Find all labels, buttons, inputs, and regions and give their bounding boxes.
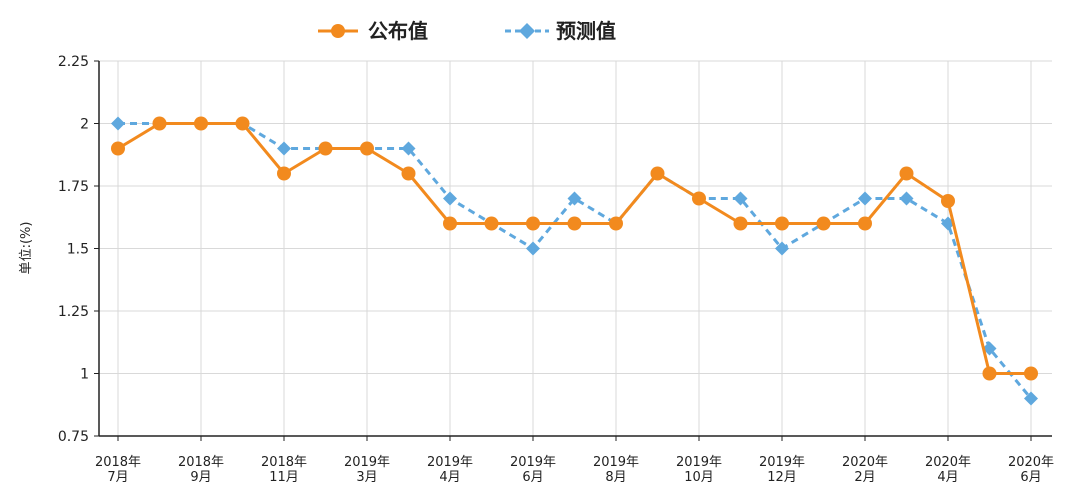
x-tick-label: 2019年 6月: [510, 455, 556, 485]
data-point-published: [277, 166, 291, 181]
data-point-published: [858, 216, 872, 231]
data-point-forecast: [775, 241, 789, 256]
data-point-published: [443, 216, 457, 231]
data-point-forecast: [733, 191, 748, 206]
data-point-published: [816, 216, 831, 231]
y-tick-label: 2.25: [58, 54, 89, 70]
legend-diamond-icon: [519, 23, 535, 39]
axes: [94, 60, 1052, 441]
data-point-forecast: [1024, 391, 1038, 406]
x-tick-label: 2019年 3月: [344, 455, 390, 485]
y-tick-label: 1: [80, 367, 89, 383]
legend: 公布值 预测值: [318, 19, 616, 43]
series: [111, 116, 1038, 406]
data-point-published: [733, 216, 748, 231]
data-point-published: [526, 216, 540, 231]
x-tick-label: 2018年 9月: [178, 455, 224, 485]
data-point-published: [111, 141, 125, 156]
data-point-published: [401, 166, 416, 181]
y-tick-labels: 0.75 1 1.25 1.5 1.75 2 2.25: [58, 54, 89, 445]
x-tick-labels: 2018年 7月 2018年 9月 2018年 11月 2019年 3月 2019年 4月 2019…: [95, 455, 1054, 485]
x-tick-label: 2019年 8月: [593, 455, 639, 485]
legend-circle-icon: [331, 24, 345, 38]
grid: [99, 60, 1052, 436]
legend-label-published: 公布值: [368, 19, 428, 43]
y-axis-label: 单位:(%): [19, 222, 34, 275]
x-tick-label: 2018年 11月: [261, 455, 307, 485]
data-point-published: [360, 141, 374, 156]
data-point-forecast: [567, 191, 582, 206]
data-point-forecast: [982, 341, 997, 356]
x-tick-label: 2018年 7月: [95, 455, 141, 485]
data-point-forecast: [401, 141, 416, 156]
data-point-published: [235, 116, 250, 131]
x-tick-label: 2019年 10月: [676, 455, 722, 485]
y-tick-label: 2: [80, 117, 89, 133]
legend-label-forecast: 预测值: [556, 19, 616, 43]
x-tick-label: 2019年 12月: [759, 455, 805, 485]
data-point-forecast: [111, 116, 125, 131]
data-point-forecast: [443, 191, 457, 206]
data-point-published: [899, 166, 914, 181]
data-point-published: [650, 166, 665, 181]
data-point-published: [484, 216, 499, 231]
legend-item-forecast: 预测值: [505, 19, 616, 43]
y-tick-label: 0.75: [58, 429, 89, 445]
data-point-published: [941, 194, 955, 208]
x-tick-label: 2020年 4月: [925, 455, 971, 485]
data-point-published: [152, 116, 167, 131]
data-point-forecast: [899, 191, 914, 206]
x-tick-label: 2020年 2月: [842, 455, 888, 485]
data-point-published: [982, 366, 997, 381]
legend-item-published: 公布值: [318, 19, 428, 43]
y-tick-label: 1.5: [67, 242, 89, 258]
x-tick-label: 2020年 6月: [1008, 455, 1054, 485]
data-point-published: [609, 216, 623, 231]
data-point-published: [318, 141, 333, 156]
data-point-published: [692, 191, 706, 206]
y-tick-label: 1.75: [58, 179, 89, 195]
data-point-published: [775, 216, 789, 231]
data-point-forecast: [277, 141, 291, 156]
series-line-forecast: [118, 122, 1033, 400]
data-point-published: [1024, 366, 1038, 381]
y-tick-label: 1.25: [58, 304, 89, 320]
x-tick-label: 2019年 4月: [427, 455, 473, 485]
data-point-forecast: [526, 241, 540, 256]
data-point-published: [194, 116, 208, 131]
data-point-published: [567, 216, 582, 231]
data-point-forecast: [858, 191, 872, 206]
